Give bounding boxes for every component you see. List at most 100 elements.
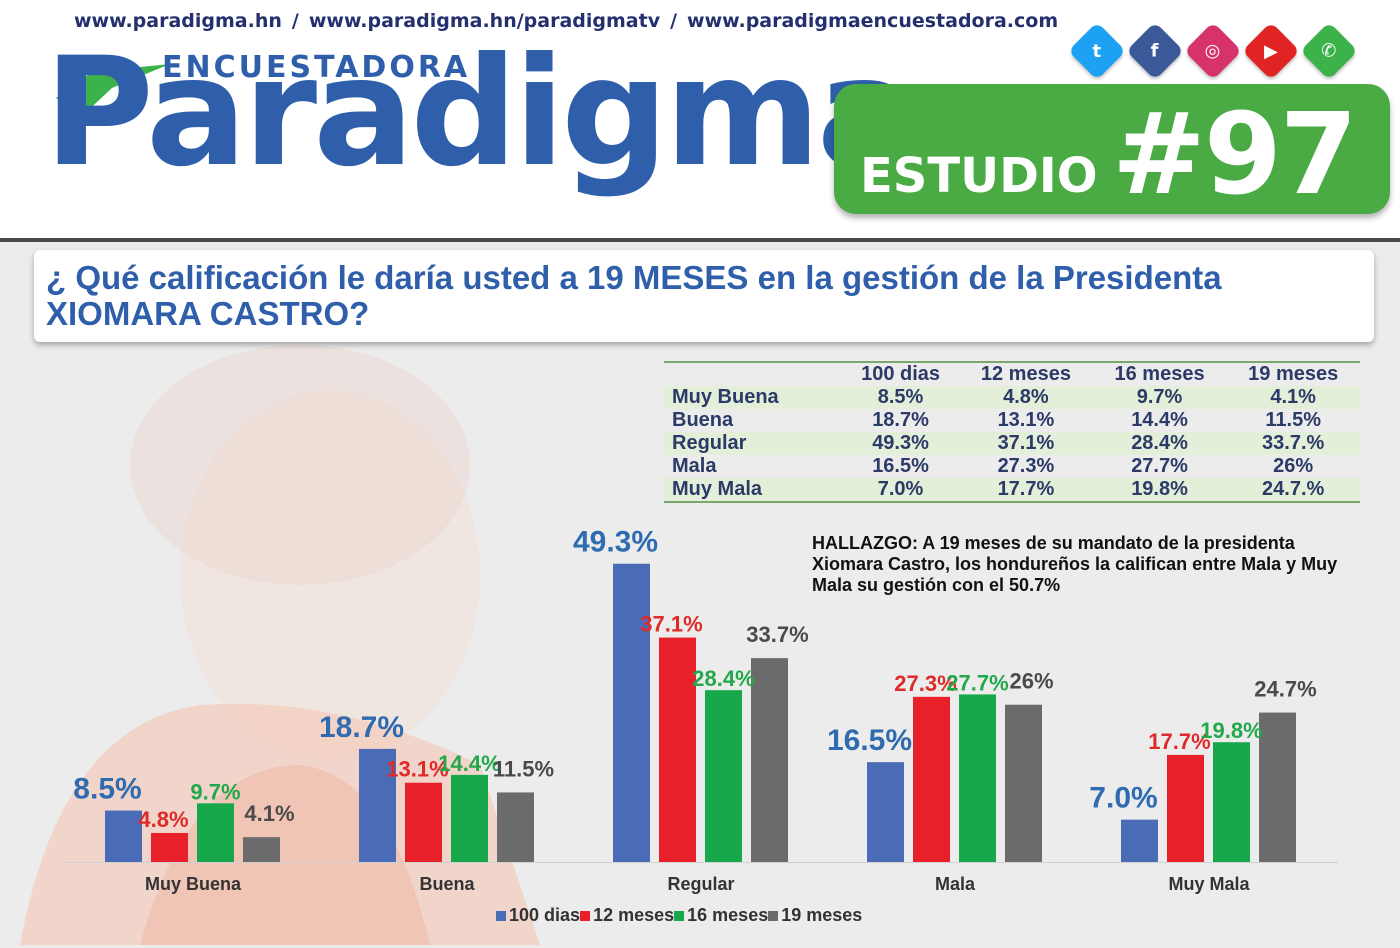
table-cell: 19.8%: [1092, 478, 1227, 502]
data-label: 14.4%: [438, 751, 500, 776]
table-row-label: Regular: [664, 432, 842, 455]
data-label: 18.7%: [319, 711, 404, 744]
category-label: Muy Buena: [145, 874, 242, 894]
table-row: Regular 49.3% 37.1% 28.4% 33.7.%: [664, 432, 1360, 455]
estudio-number: #97: [1112, 90, 1358, 220]
data-label: 19.8%: [1200, 718, 1262, 743]
table-cell: 4.8%: [959, 386, 1093, 409]
background-portrait: [20, 345, 540, 945]
bar-16-meses-muy-mala: [1213, 742, 1250, 862]
data-label: 13.1%: [386, 757, 448, 782]
estudio-label: ESTUDIO: [860, 148, 1098, 204]
table-row: Muy Mala 7.0% 17.7% 19.8% 24.7.%: [664, 478, 1360, 502]
data-label: 27.7%: [946, 670, 1008, 695]
table-row: Buena 18.7% 13.1% 14.4% 11.5%: [664, 409, 1360, 432]
bar-12-meses-buena: [405, 782, 442, 862]
data-label: 11.5%: [493, 756, 554, 781]
data-label: 9.7%: [190, 779, 240, 804]
data-label: 37.1%: [640, 612, 702, 637]
table-row: Mala 16.5% 27.3% 27.7% 26%: [664, 455, 1360, 478]
table-cell: 33.7.%: [1226, 432, 1360, 455]
legend-swatch: [496, 911, 506, 922]
bar-12-meses-regular: [659, 637, 696, 862]
category-label: Buena: [419, 874, 475, 894]
table-cell: 4.1%: [1226, 386, 1360, 409]
logo-wordmark: Paradigma: [44, 26, 918, 200]
legend-swatch: [580, 911, 591, 922]
table-cell: 8.5%: [842, 386, 960, 409]
bar-100-dias-regular: [613, 563, 650, 862]
table-column-header: 12 meses: [980, 363, 1071, 385]
bar-19-meses-mala: [1005, 704, 1042, 862]
url-separator: /: [670, 10, 678, 32]
table-cell: 27.7%: [1131, 455, 1188, 477]
logo-check-icon: [56, 64, 170, 116]
table-row: Muy Buena 8.5% 4.8% 9.7% 4.1%: [664, 386, 1360, 409]
url-link[interactable]: www.paradigmaencuestadora.com: [687, 10, 1059, 32]
estudio-badge: ESTUDIO #97: [834, 84, 1390, 220]
table-cell: 17.7%: [959, 478, 1093, 502]
table-cell: 18.7%: [872, 409, 929, 431]
table-column-header: 16 meses: [1114, 363, 1205, 385]
legend-label: 19 meses: [781, 905, 863, 925]
legend-swatch: [674, 911, 685, 922]
table-cell: 28.4%: [1092, 432, 1227, 455]
bar-100-dias-mala: [867, 762, 904, 862]
logo-subtitle: ENCUESTADORA: [162, 50, 471, 85]
data-label: 49.3%: [573, 526, 658, 559]
table-row-label: Muy Buena: [664, 386, 842, 409]
table-cell: 11.5%: [1265, 409, 1321, 431]
bar-19-meses-muy-mala: [1259, 712, 1296, 862]
table-cell: 24.7.%: [1226, 478, 1360, 502]
table-cell: 26%: [1273, 455, 1314, 477]
url-link[interactable]: www.paradigma.hn/paradigmatv: [308, 10, 661, 32]
data-label: 4.8%: [138, 807, 188, 832]
bar-19-meses-buena: [497, 792, 534, 862]
survey-question: ¿ Qué calificación le daría usted a 19 M…: [46, 259, 1222, 332]
table-column-header: 19 meses: [1248, 363, 1339, 385]
table-cell: 49.3%: [842, 432, 960, 455]
bar-16-meses-buena: [451, 774, 488, 862]
table-column-header: 100 dias: [861, 363, 941, 385]
bar-19-meses-regular: [751, 658, 788, 862]
table-row-label: Muy Mala: [664, 478, 842, 502]
url-separator: /: [291, 10, 299, 32]
table-cell: 14.4%: [1131, 409, 1188, 431]
bar-100-dias-buena: [359, 748, 396, 862]
legend-label: 12 meses: [593, 905, 675, 925]
header: www.paradigma.hn / www.paradigma.hn/paradi…: [0, 0, 1400, 242]
results-table: 100 dias 12 meses 16 meses 19 meses Muy Bue…: [664, 361, 1360, 503]
legend-swatch: [768, 911, 779, 922]
data-label: 7.0%: [1089, 782, 1157, 815]
table-cell: 16.5%: [872, 455, 929, 477]
url-bar: www.paradigma.hn / www.paradigma.hn/paradi…: [74, 10, 1058, 32]
table-cell: 37.1%: [959, 432, 1093, 455]
bar-16-meses-regular: [705, 690, 742, 862]
table-row-label: Buena: [672, 409, 734, 431]
bar-12-meses-mala: [913, 696, 950, 862]
data-label: 26%: [1009, 669, 1053, 694]
url-link[interactable]: www.paradigma.hn: [74, 10, 282, 32]
data-label: 33.7%: [746, 622, 808, 647]
table-cell: 13.1%: [997, 409, 1055, 431]
bar-16-meses-muy-buena: [197, 803, 234, 862]
bar-100-dias-muy-buena: [105, 810, 142, 862]
legend-label: 16 meses: [687, 905, 769, 925]
bar-12-meses-muy-buena: [151, 832, 188, 862]
chart-legend: 100 dias 12 meses 16 meses 19 meses: [496, 905, 862, 926]
category-label: Mala: [935, 874, 976, 894]
bar-100-dias-muy-mala: [1121, 819, 1158, 862]
table-cell: 7.0%: [842, 478, 960, 502]
data-label: 4.1%: [244, 801, 294, 826]
category-label: Regular: [667, 874, 734, 894]
data-label: 28.4%: [692, 666, 754, 691]
data-label: 24.7%: [1254, 677, 1316, 702]
hallazgo-note: HALLAZGO: A 19 meses de su mandato de la…: [812, 533, 1338, 595]
data-label: 17.7%: [1148, 729, 1210, 754]
table-row-label: Mala: [672, 455, 717, 477]
table-header-row: 100 dias 12 meses 16 meses 19 meses: [664, 362, 1360, 386]
bar-12-meses-muy-mala: [1167, 754, 1204, 862]
table-cell: 9.7%: [1092, 386, 1227, 409]
category-label: Muy Mala: [1168, 874, 1250, 894]
